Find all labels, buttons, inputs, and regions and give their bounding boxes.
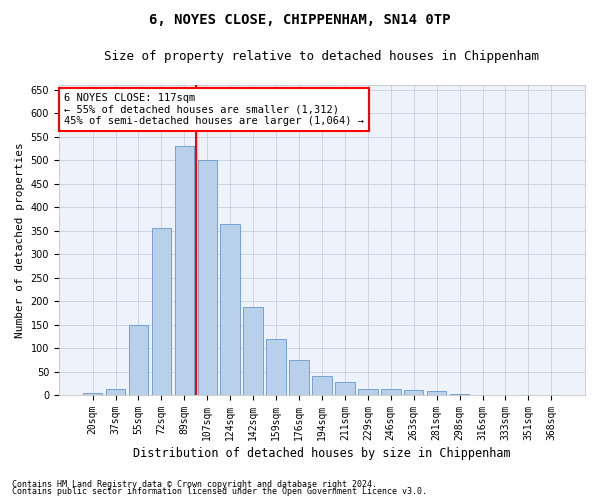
Bar — [220, 224, 240, 395]
Bar — [358, 390, 377, 395]
Bar — [335, 382, 355, 395]
Bar — [404, 390, 424, 395]
Bar — [152, 228, 171, 395]
Text: Contains HM Land Registry data © Crown copyright and database right 2024.: Contains HM Land Registry data © Crown c… — [12, 480, 377, 489]
Text: Contains public sector information licensed under the Open Government Licence v3: Contains public sector information licen… — [12, 487, 427, 496]
Bar — [197, 160, 217, 395]
Title: Size of property relative to detached houses in Chippenham: Size of property relative to detached ho… — [104, 50, 539, 63]
Bar — [427, 392, 446, 395]
Bar — [450, 394, 469, 395]
Text: 6 NOYES CLOSE: 117sqm
← 55% of detached houses are smaller (1,312)
45% of semi-d: 6 NOYES CLOSE: 117sqm ← 55% of detached … — [64, 93, 364, 126]
Bar — [312, 376, 332, 395]
Bar — [289, 360, 309, 395]
Bar — [175, 146, 194, 395]
Bar — [106, 390, 125, 395]
Bar — [128, 324, 148, 395]
Text: 6, NOYES CLOSE, CHIPPENHAM, SN14 0TP: 6, NOYES CLOSE, CHIPPENHAM, SN14 0TP — [149, 12, 451, 26]
Bar — [83, 392, 103, 395]
Bar — [266, 338, 286, 395]
Bar — [244, 307, 263, 395]
Y-axis label: Number of detached properties: Number of detached properties — [15, 142, 25, 338]
X-axis label: Distribution of detached houses by size in Chippenham: Distribution of detached houses by size … — [133, 447, 511, 460]
Bar — [381, 389, 401, 395]
